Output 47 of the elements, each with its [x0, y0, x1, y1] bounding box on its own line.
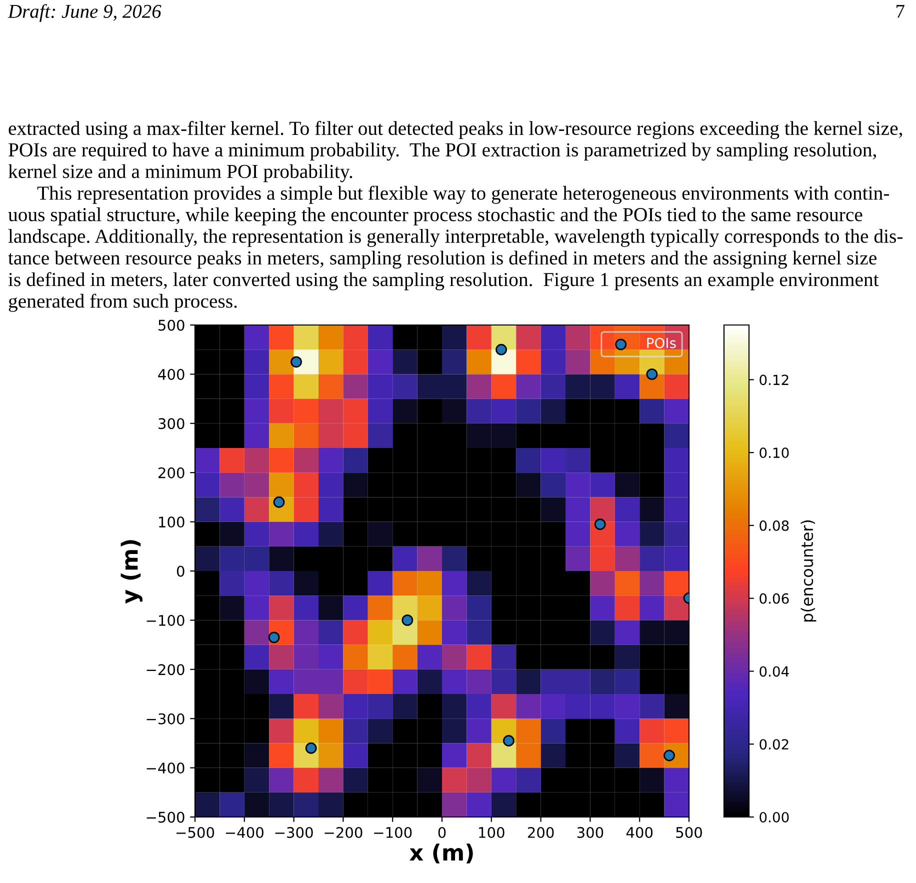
- point: [594, 518, 606, 530]
- y-tick-label: −400: [146, 762, 184, 774]
- y-tick-label: −500: [146, 812, 184, 823]
- point: [502, 735, 514, 746]
- x-tick-label: −200: [324, 826, 362, 838]
- y-tick-label: −200: [146, 664, 184, 676]
- point: [290, 356, 302, 368]
- x-tick-label: −400: [226, 826, 264, 838]
- point: [305, 742, 317, 754]
- point: [273, 496, 285, 508]
- x-tick-label: −100: [374, 826, 412, 838]
- point: [268, 632, 280, 644]
- color-bar-title: p(encounter): [800, 520, 816, 622]
- x-tick-label: −300: [275, 826, 313, 838]
- x-tick-label: 0: [438, 826, 446, 838]
- point: [664, 750, 675, 762]
- y-tick-label: 500: [158, 320, 184, 331]
- y-tick-label: 400: [158, 368, 184, 380]
- point: [496, 344, 507, 356]
- y-axis-title: y (m): [120, 540, 142, 604]
- text: extracted using a max-filter kernel. To filter out detected peaks in low-resource regions exceeding the kernel size, POIs are required to have a minimum probability. The POI extraction is parametrized by sampling resolution, kernel size and a minimum POI probability.: [8, 120, 902, 182]
- color-bar-label: 0.00: [760, 812, 789, 822]
- x-tick-label: 200: [528, 826, 554, 838]
- x-tick-label: 300: [577, 826, 604, 838]
- color-bar-label: 0.02: [760, 739, 788, 750]
- x-axis-title: x (m): [410, 844, 473, 864]
- point: [402, 614, 414, 626]
- color-bar-label: 0.06: [760, 593, 789, 604]
- y-tick-label: −300: [146, 713, 184, 724]
- x-tick-label: −500: [176, 826, 214, 838]
- color-bar-label: 0.12: [760, 374, 788, 386]
- y-tick-label: 300: [158, 418, 184, 430]
- y-tick-label: 0: [176, 566, 184, 577]
- color-bar-label: 0.08: [760, 520, 789, 531]
- y-tick-label: 100: [159, 516, 184, 528]
- x-tick-label: 100: [479, 826, 504, 838]
- text: Draft: June 9, 2026: [8, 4, 162, 22]
- color-bar-label: 0.10: [760, 448, 789, 458]
- text: 7: [896, 4, 904, 18]
- point: [646, 368, 658, 380]
- legend-label: POIs: [647, 338, 676, 348]
- x-tick-label: 400: [626, 826, 653, 838]
- y-tick-label: 200: [158, 467, 184, 478]
- color-bar-label: 0.04: [760, 666, 789, 677]
- x-tick-label: 500: [676, 826, 702, 838]
- y-tick-label: −100: [146, 614, 184, 626]
- text: This representation provides a simple but flexible way to generate heterogeneous environments with contin- uous spatial structure, while keeping the encounter process stochastic and the POIs tied to the same resource landscape. Additionally, the representation is generally interpretable, wavelength typically corresponds to the dis- tance between resource peaks in meters, sampling resolution is defined in meters and the assigning kernel size is defined in meters, later converted using the sampling resolution. Figure 1 presents an example environment generated from such process.: [8, 186, 903, 312]
